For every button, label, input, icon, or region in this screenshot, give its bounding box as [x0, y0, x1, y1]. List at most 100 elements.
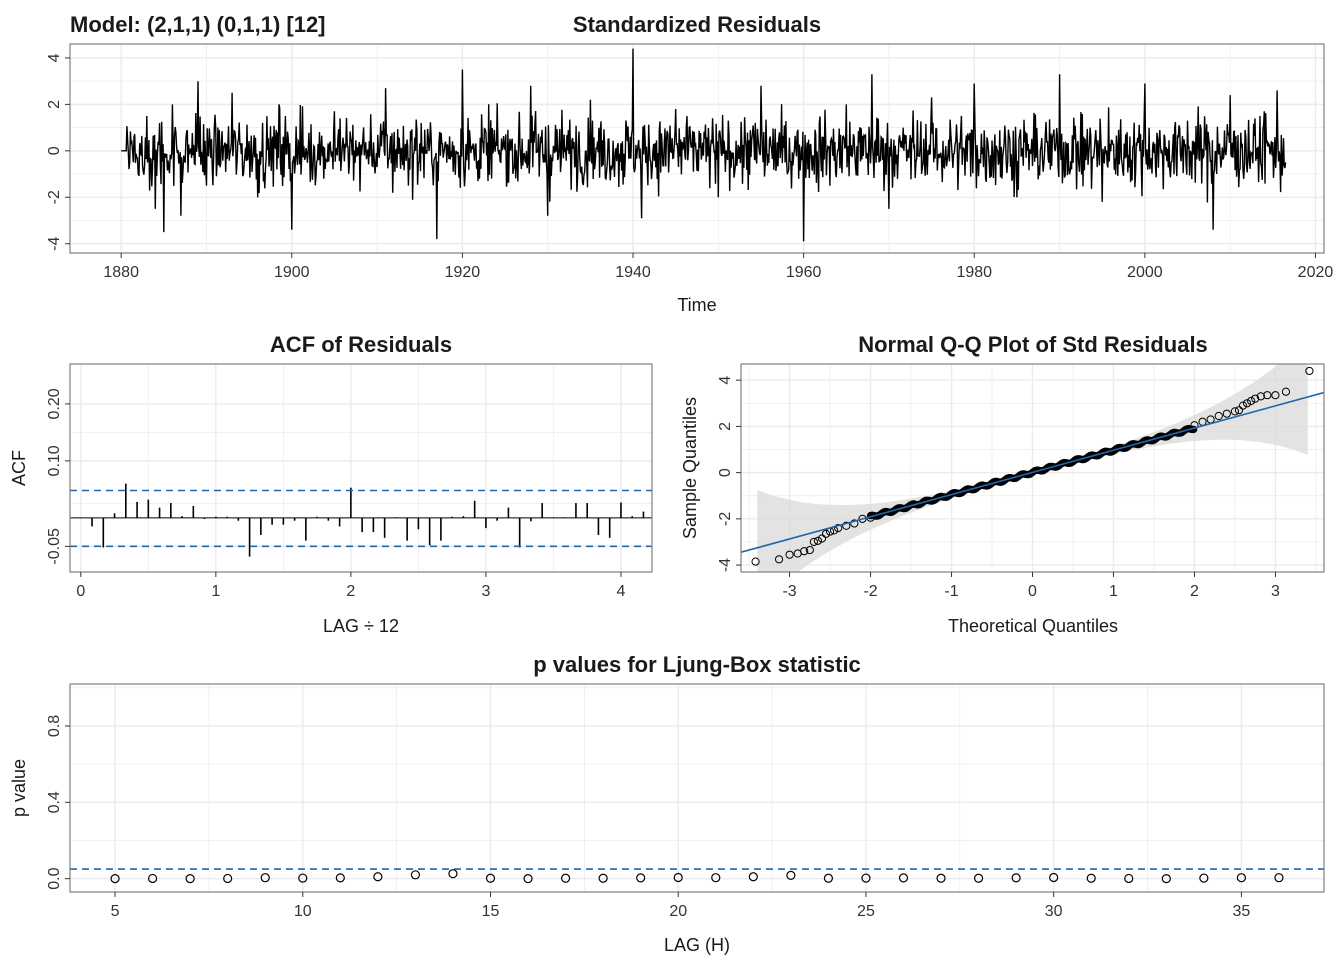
qq-point	[1230, 407, 1240, 416]
p-value-point	[1161, 874, 1171, 884]
y-tick-label: 0.0	[46, 867, 63, 889]
qq-point	[805, 545, 814, 555]
qq-point	[1242, 399, 1252, 408]
p-value-point	[673, 872, 683, 883]
p-value-point	[711, 873, 721, 883]
ljung-box-y-label: p value	[9, 759, 29, 817]
y-tick-label: 0	[717, 468, 734, 477]
qq-point	[1251, 394, 1260, 403]
y-tick-label: 2	[717, 422, 734, 431]
qq-point	[821, 529, 831, 538]
x-tick-label: 1920	[445, 264, 481, 281]
x-tick-label: 5	[111, 903, 120, 920]
qq-point	[1234, 406, 1244, 415]
p-value-point	[598, 873, 608, 883]
y-tick-label: -2	[717, 512, 734, 526]
p-value-point	[936, 873, 946, 883]
qq-point	[1222, 409, 1231, 418]
x-tick-label: 0	[76, 583, 85, 600]
x-tick-label: 1	[1109, 583, 1118, 600]
model-label: Model: (2,1,1) (0,1,1) [12]	[70, 12, 326, 37]
qq-point	[1238, 401, 1248, 410]
x-tick-label: 3	[1271, 583, 1280, 600]
p-value-point	[485, 873, 496, 883]
qq-title: Normal Q-Q Plot of Std Residuals	[858, 332, 1208, 357]
ljung-box-title: p values for Ljung-Box statistic	[533, 652, 861, 677]
x-tick-label: 25	[857, 903, 875, 920]
residuals-plot-frame	[69, 43, 1325, 254]
qq-reference-line	[741, 391, 1324, 554]
residuals-panel: Standardized Residuals Time 1880 1900 1920…	[46, 12, 1333, 315]
p-value-point	[861, 873, 871, 883]
qq-point	[817, 534, 827, 543]
qq-point	[800, 547, 809, 556]
y-tick-label: 0.8	[46, 715, 63, 737]
x-tick-label: -3	[782, 583, 796, 600]
p-value-point	[973, 873, 984, 883]
p-value-point	[1011, 873, 1021, 883]
qq-point	[809, 537, 818, 547]
p-value-point	[1124, 873, 1134, 884]
p-value-point	[636, 873, 646, 883]
qq-point	[1263, 391, 1272, 400]
p-value-point	[523, 874, 533, 884]
qq-point	[1256, 392, 1265, 401]
residuals-x-label: Time	[677, 295, 716, 315]
qq-plot-area	[741, 364, 1324, 572]
p-value-point	[823, 873, 834, 883]
qq-confidence-band	[757, 364, 1308, 572]
p-value-point	[1274, 873, 1284, 883]
qq-point	[850, 519, 859, 528]
y-tick-label: 0.20	[46, 388, 63, 419]
qq-point	[785, 550, 794, 559]
acf-plot-frame	[69, 363, 653, 573]
x-tick-label: -1	[944, 583, 958, 600]
p-value-point	[1236, 873, 1247, 883]
qq-point	[1271, 391, 1280, 400]
qq-y-label: Sample Quantiles	[680, 397, 700, 539]
qq-point	[1305, 366, 1314, 376]
x-tick-label: 3	[481, 583, 490, 600]
x-tick-label: 35	[1233, 903, 1251, 920]
qq-point	[1214, 411, 1223, 421]
y-tick-label: -4	[717, 558, 734, 572]
p-value-point	[110, 874, 120, 884]
x-tick-label: 15	[482, 903, 500, 920]
qq-point	[751, 557, 760, 566]
qq-panel: Normal Q-Q Plot of Std Residuals Theoret…	[680, 332, 1325, 636]
y-tick-label: -2	[46, 190, 63, 204]
p-value-point	[898, 873, 909, 883]
residual-series-line	[121, 48, 1287, 242]
p-value-point	[185, 874, 195, 884]
x-tick-label: 2020	[1298, 264, 1334, 281]
p-value-point	[748, 872, 758, 882]
x-tick-label: 4	[616, 583, 625, 600]
y-tick-label: 2	[46, 100, 63, 109]
acf-title: ACF of Residuals	[270, 332, 452, 357]
qq-point	[842, 521, 851, 530]
y-tick-label: 0.10	[46, 445, 63, 476]
x-tick-label: 1	[211, 583, 220, 600]
qq-point	[774, 555, 784, 564]
qq-point	[834, 523, 843, 533]
x-tick-label: 2000	[1127, 264, 1163, 281]
acf-panel: ACF of Residuals LAG ÷ 12 ACF 0 1 2 3 4 -0.05…	[9, 332, 653, 636]
x-tick-label: 1880	[103, 264, 139, 281]
x-tick-label: 20	[669, 903, 687, 920]
x-tick-label: 0	[1028, 583, 1037, 600]
qq-x-label: Theoretical Quantiles	[948, 616, 1118, 636]
x-tick-label: 1960	[786, 264, 822, 281]
y-tick-label: 0.4	[46, 791, 63, 813]
x-tick-label: 30	[1045, 903, 1063, 920]
x-tick-label: 1940	[615, 264, 651, 281]
p-value-point	[786, 870, 796, 880]
acf-x-label: LAG ÷ 12	[323, 616, 399, 636]
p-value-point	[223, 873, 233, 884]
ljung-box-panel: p values for Ljung-Box statistic LAG (H)…	[9, 652, 1325, 955]
qq-point	[813, 536, 823, 545]
x-tick-label: 1900	[274, 264, 310, 281]
qq-point	[858, 514, 867, 523]
residuals-title: Standardized Residuals	[573, 12, 821, 37]
x-tick-label: 2	[346, 583, 355, 600]
